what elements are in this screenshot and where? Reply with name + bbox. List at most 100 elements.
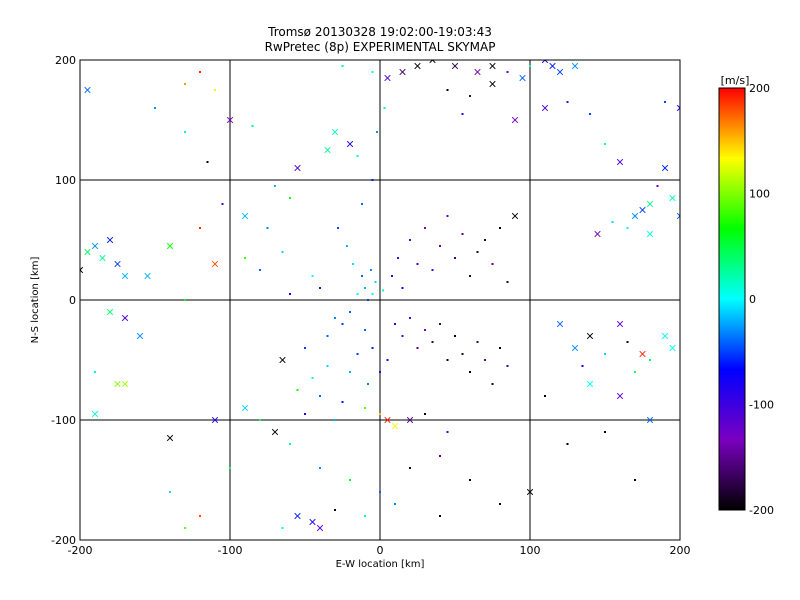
data-point-dot <box>361 203 363 205</box>
data-point-dot <box>401 335 404 337</box>
data-point-dot <box>266 227 269 229</box>
data-point-dot <box>506 71 509 73</box>
data-point-dot <box>349 479 351 481</box>
data-point-dot <box>604 431 606 433</box>
data-point-dot <box>371 293 374 295</box>
data-point-dot <box>394 503 396 505</box>
data-point-dot <box>199 515 201 517</box>
y-tick-label: 200 <box>55 54 76 67</box>
data-point-dot <box>446 89 449 91</box>
data-point-dot <box>626 341 629 343</box>
data-point-cross <box>549 62 556 70</box>
data-point-dot <box>581 365 584 367</box>
data-point-cross <box>309 518 316 526</box>
data-point-dot <box>206 161 209 163</box>
data-point-dot <box>386 359 389 361</box>
data-point-dot <box>367 383 369 385</box>
data-point-cross <box>211 260 219 268</box>
data-point-dot <box>484 239 486 241</box>
data-point-dot <box>94 371 96 373</box>
x-tick-label: 100 <box>520 544 541 557</box>
data-point-cross <box>384 74 391 82</box>
data-point-dot <box>334 317 336 319</box>
data-point-cross <box>639 350 646 358</box>
data-point-dot <box>281 251 284 253</box>
data-point-dot <box>341 401 344 403</box>
data-point-cross <box>594 230 601 238</box>
data-point-dot <box>376 131 378 133</box>
data-point-cross <box>121 380 129 388</box>
data-point-dot <box>199 227 201 229</box>
data-point-dot <box>439 455 441 457</box>
data-point-dot <box>346 245 348 247</box>
data-point-dot <box>391 275 393 277</box>
data-point-cross <box>316 524 324 532</box>
data-point-dot <box>499 347 501 349</box>
data-point-dot <box>289 443 291 445</box>
data-point-dot <box>424 227 426 229</box>
data-point-dot <box>382 289 384 292</box>
data-point-dot <box>634 371 636 373</box>
data-point-dot <box>349 371 351 373</box>
data-point-dot <box>251 125 254 127</box>
data-point-dot <box>371 71 374 73</box>
data-point-dot <box>199 71 201 73</box>
data-point-cross <box>616 320 624 328</box>
data-point-cross <box>279 356 286 364</box>
axis-ticks: -200 -100 0 100 200 -200 -100 0 100 200 <box>51 54 690 557</box>
data-point-dot <box>469 371 471 373</box>
data-point-cross <box>541 60 549 64</box>
data-point-dot <box>409 239 411 241</box>
data-point-dot <box>461 113 464 115</box>
data-point-dot <box>154 107 156 109</box>
data-point-dot <box>319 287 321 289</box>
data-point-cross <box>241 212 249 220</box>
data-point-dot <box>319 467 321 469</box>
data-point-dot <box>259 269 261 271</box>
data-point-dot <box>383 107 386 109</box>
data-point-cross <box>669 194 676 202</box>
data-point-dot <box>446 359 449 361</box>
x-tick-label: -200 <box>68 544 93 557</box>
data-point-cross <box>84 248 91 256</box>
data-point-dot <box>326 365 329 367</box>
data-point-dot <box>304 347 306 349</box>
data-point-cross <box>616 158 624 166</box>
colorbar-tick-label: -200 <box>749 504 774 517</box>
data-point-cross <box>91 410 99 418</box>
data-point-dot <box>311 275 314 277</box>
data-point-cross <box>556 320 564 328</box>
data-point-cross <box>406 416 414 424</box>
data-point-dot <box>439 515 441 517</box>
data-point-cross <box>106 308 114 316</box>
data-point-cross <box>241 404 249 412</box>
data-point-dot <box>341 323 344 325</box>
data-point-cross <box>166 242 174 250</box>
data-point-cross <box>669 344 676 352</box>
x-tick-label: 200 <box>670 544 691 557</box>
data-point-dot <box>229 467 231 469</box>
data-point-cross <box>511 116 519 124</box>
data-point-dot <box>281 527 284 529</box>
data-point-cross <box>84 86 91 94</box>
x-tick-label: 0 <box>377 544 384 557</box>
data-point-dot <box>397 257 399 259</box>
data-point-cross <box>661 164 669 172</box>
data-point-dot <box>326 335 329 337</box>
data-point-cross <box>346 140 354 148</box>
data-point-dot <box>469 479 471 481</box>
data-point-dot <box>356 353 359 355</box>
data-point-cross <box>271 428 279 436</box>
data-point-cross <box>646 200 654 208</box>
data-point-dot <box>409 317 411 319</box>
data-point-dot <box>424 329 426 331</box>
y-axis-label: N-S location [km] <box>30 257 41 344</box>
data-point-dot <box>334 509 336 511</box>
data-point-cross <box>429 60 436 64</box>
data-point-dot <box>169 491 171 493</box>
data-point-dot <box>491 263 494 265</box>
data-point-dot <box>469 95 471 97</box>
data-point-dot <box>611 221 614 223</box>
data-point-dot <box>529 65 531 67</box>
